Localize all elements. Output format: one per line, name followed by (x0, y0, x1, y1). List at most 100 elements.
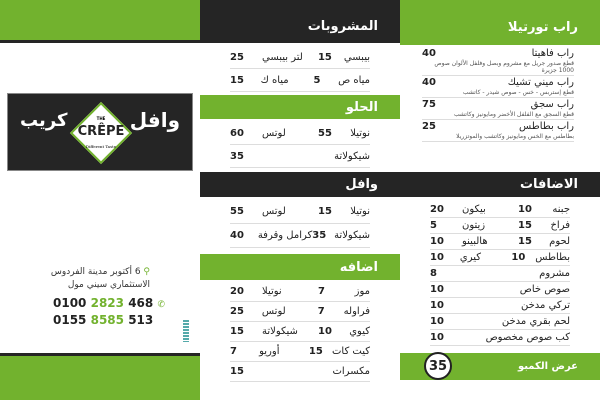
item-price: 10 (430, 284, 444, 295)
location-pin-icon: ⚲ (140, 267, 150, 277)
wrap-item: راب بطاطس 25 بطاطس مع الخس ومايونيز وكاتشب… (422, 120, 574, 142)
item-name: بطاطس (535, 252, 570, 263)
item-price: 7 (230, 346, 237, 357)
item-price: 40 (422, 77, 436, 88)
menu-row: كيوي 10 شيكولاتة 15 (230, 322, 370, 342)
item-name: كب صوص مخصوص (485, 332, 570, 343)
address: ⚲ 6 أكتوبر مدينة الفردوس الاستثماري سيني… (50, 267, 150, 290)
item-name: مكسرات (332, 366, 370, 377)
menu-row: شيكولاتة 35 (230, 145, 370, 168)
menu-row: موز 7 نوتيلا 20 (230, 282, 370, 302)
item-name: أوريو (259, 346, 280, 357)
item-price: 15 (229, 74, 244, 86)
extra-list: موز 7 نوتيلا 20 فراوله 7 لوتس 25 كيوي 10 شيكولاتة 1… (230, 282, 370, 382)
item-price: 5 (430, 220, 437, 231)
item-name: نوتيلا (350, 206, 370, 217)
menu-row: فراخ 15 زيتون 5 (430, 218, 570, 234)
item-price: 10 (430, 332, 444, 343)
item-name: بيبسي (343, 51, 370, 63)
item-price: 75 (422, 99, 436, 110)
wrap-header: راب تورتيلا (400, 0, 600, 45)
item-price: 20 (430, 204, 444, 215)
combo-offer[interactable]: عرض الكمبو 35 (400, 352, 600, 380)
waffle-header: وافل (200, 172, 400, 197)
item-name: شيكولاتة (262, 326, 298, 337)
item-price: 35 (312, 230, 327, 241)
item-price: 15 (318, 206, 332, 217)
logo-word-crepe: كريب (20, 110, 68, 131)
item-price: 55 (230, 206, 244, 217)
left-panel: كريب وافل THE CRÊPE Different Taste ⚲ 6 … (0, 0, 200, 400)
item-name: صوص خاص (519, 284, 570, 295)
item-name: راب فاهيتا (531, 48, 574, 59)
item-name: شيكولاتة (334, 230, 370, 241)
additions-list: جبنه 10 بيكون 20 فراخ 15 زيتون 5 لحوم 15 هالبينو 10… (430, 202, 570, 346)
item-name: كيري (459, 252, 482, 263)
item-price: 10 (511, 252, 526, 263)
item-price: 10 (318, 326, 332, 337)
right-column: راب تورتيلا راب فاهيتا 40 قطع صدور جريل مع… (400, 0, 600, 400)
item-price: 55 (318, 127, 332, 139)
item-description: قطع إستربس - خس - صوص شيدر - كاتشب (462, 89, 574, 96)
item-price: 7 (317, 306, 325, 317)
item-price: 10 (430, 316, 444, 327)
menu-row: نوتيلا 55 لوتس 60 (230, 122, 370, 145)
menu-row: مشروم 8 (430, 266, 570, 282)
bottom-band (0, 353, 200, 400)
logo-word-waffle: وافل (129, 108, 180, 132)
item-price: 8 (429, 268, 437, 279)
item-price: 40 (422, 48, 436, 59)
item-name: لوتس (262, 206, 286, 217)
menu-row: لحم بقري مدخن 10 (430, 314, 570, 330)
qr-icon (183, 320, 189, 342)
item-name: فراوله (343, 306, 370, 317)
menu-row: كب صوص مخصوص 10 (430, 330, 570, 346)
phone-icon: ✆ (157, 300, 165, 310)
phones: 0100 2823 468 ✆ 0155 8585 513 (53, 296, 165, 328)
menu-row: بيبسي 15 لتر بيبسي 25 (230, 46, 370, 69)
item-name: لحم بقري مدخن (501, 316, 570, 327)
item-price: 25 (422, 121, 436, 132)
item-price: 10 (430, 300, 444, 311)
item-name: مشروم (539, 268, 570, 279)
item-name: كيت كات (332, 346, 370, 357)
item-name: فراخ (550, 220, 570, 231)
phone-2[interactable]: 0155 8585 513 (53, 313, 154, 327)
extra-header: اضافه (200, 254, 400, 280)
item-name: راب ميني تشيك (507, 77, 574, 88)
item-price: 15 (317, 51, 332, 63)
item-name: شيكولاتة (334, 150, 370, 162)
item-name: راب سجق (530, 99, 574, 110)
item-price: 15 (308, 346, 323, 357)
item-price: 15 (518, 220, 532, 231)
item-name: هالبينو (462, 236, 488, 247)
menu-row: كيت كات 15 أوريو 7 (230, 342, 370, 362)
item-name: مياه ك (260, 74, 289, 86)
item-name: لوتس (262, 127, 286, 139)
item-name: لوتس (261, 306, 286, 317)
wrap-item: راب سجق 75 قطع السجق مع الفلفل الأخضر وماي… (422, 98, 574, 120)
menu-row: جبنه 10 بيكون 20 (430, 202, 570, 218)
combo-price: 35 (424, 352, 452, 380)
item-description: قطع السجق مع الفلفل الأخضر ومايونيز وكات… (454, 111, 574, 118)
menu-row: تركي مدخن 10 (430, 298, 570, 314)
menu-row: نوتيلا 15 لوتس 55 (230, 200, 370, 224)
item-description: بطاطس مع الخس ومايونيز وكاتشب والموتزريل… (456, 133, 574, 140)
item-name: تركي مدخن (521, 300, 570, 311)
item-price: 10 (430, 252, 444, 263)
item-price: 35 (230, 150, 244, 162)
item-name: راب بطاطس (519, 121, 574, 132)
item-name: جبنه (552, 204, 570, 215)
menu-row: بطاطس 10 كيري 10 (430, 250, 570, 266)
item-name: مياه ص (338, 74, 370, 86)
menu-row: شيكولاتة 35 كرامل وقرفة 40 (230, 224, 370, 248)
drinks-header: المشروبات (200, 0, 400, 43)
menu-row: مكسرات 15 (230, 362, 370, 382)
phone-1[interactable]: 0100 2823 468 ✆ (53, 296, 165, 310)
item-description: قطع صدور جريل مع مشروم وبصل وفلفل الألوا… (434, 60, 574, 74)
combo-label: عرض الكمبو (517, 361, 578, 372)
item-name: زيتون (462, 220, 486, 231)
additions-header: الاضافات (400, 172, 600, 197)
item-name: كيوي (349, 326, 370, 337)
item-price: 25 (230, 51, 244, 63)
